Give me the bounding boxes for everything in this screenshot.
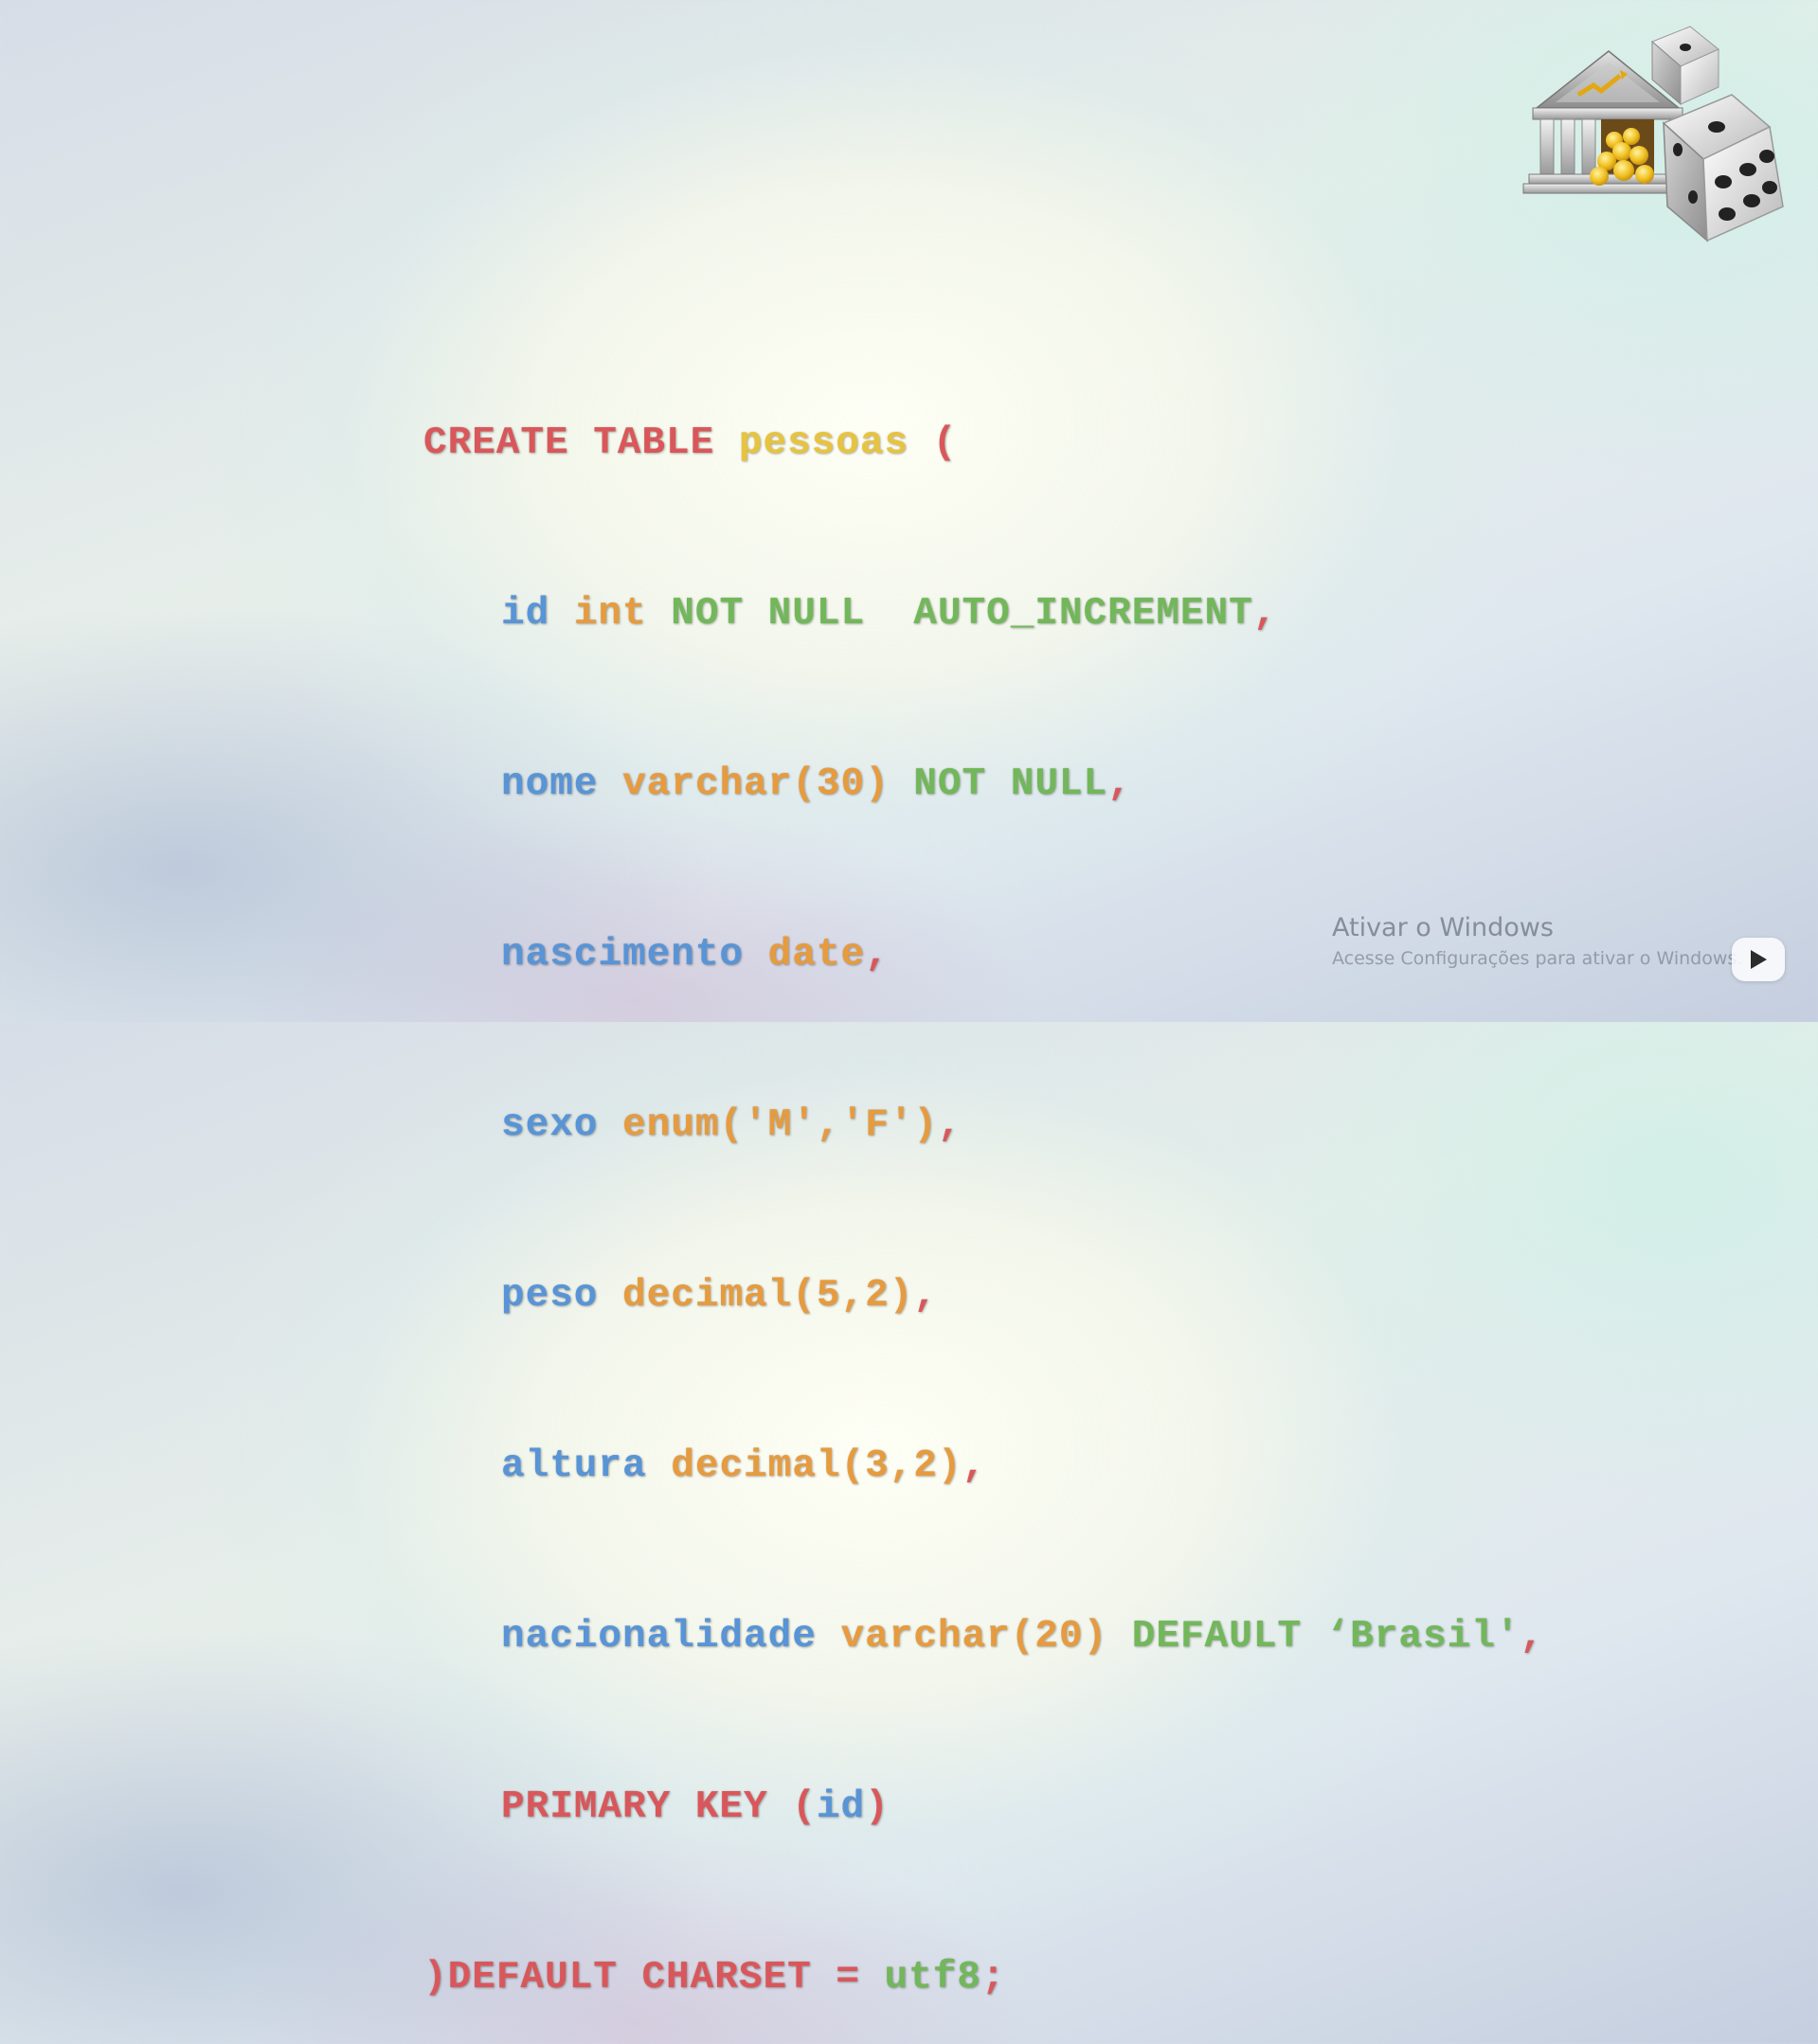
comma: , — [937, 1103, 963, 1147]
small-die-icon — [1651, 26, 1719, 106]
column-type: enum('M','F') — [622, 1103, 938, 1147]
column-name: id — [816, 1785, 866, 1829]
comma: , — [1520, 1615, 1545, 1659]
column-name: sexo — [501, 1103, 599, 1147]
column-type: varchar(30) — [622, 762, 890, 806]
activation-subtitle: Acesse Configurações para ativar o Windo… — [1332, 948, 1743, 969]
open-paren: ( — [932, 421, 958, 465]
column-name: nome — [501, 762, 599, 806]
code-line-charset: )DEFAULT CHARSET = utf8; — [423, 1949, 1544, 2006]
semicolon: ; — [981, 1956, 1006, 1999]
column-type: int — [573, 592, 647, 636]
column-type: date — [767, 933, 866, 977]
code-line-altura: altura decimal(3,2), — [423, 1438, 1544, 1495]
code-line-sexo: sexo enum('M','F'), — [423, 1097, 1544, 1154]
sql-keyword: PRIMARY KEY — [501, 1785, 768, 1829]
play-icon — [1751, 950, 1767, 969]
code-line-id: id int NOT NULL AUTO_INCREMENT, — [423, 585, 1544, 642]
activation-title: Ativar o Windows — [1332, 913, 1554, 942]
charset-value: utf8 — [884, 1956, 981, 1999]
column-type: varchar(20) — [840, 1615, 1108, 1659]
comma: , — [1252, 592, 1278, 636]
close-paren: ) — [423, 1956, 448, 1999]
column-type: decimal(3,2) — [671, 1444, 963, 1488]
comma: , — [962, 1444, 987, 1488]
close-paren: ) — [865, 1785, 890, 1829]
code-line-nome: nome varchar(30) NOT NULL, — [423, 756, 1544, 813]
column-name: nacionalidade — [501, 1615, 817, 1659]
column-name: nascimento — [501, 933, 745, 977]
comma: , — [913, 1274, 938, 1318]
sql-keyword: DEFAULT CHARSET = — [447, 1956, 860, 1999]
column-type: decimal(5,2) — [622, 1274, 914, 1318]
sql-keyword: CREATE TABLE — [423, 421, 715, 465]
code-line-create-table: CREATE TABLE pessoas ( — [423, 415, 1544, 472]
play-button[interactable] — [1732, 938, 1785, 981]
code-line-nascimento: nascimento date, — [423, 926, 1544, 983]
open-paren: ( — [792, 1785, 817, 1829]
comma: , — [865, 933, 890, 977]
table-name: pessoas — [738, 421, 909, 465]
sql-code-block: CREATE TABLE pessoas ( id int NOT NULL A… — [423, 301, 1544, 2044]
windows-activation-watermark: Ativar o Windows Acesse Configurações pa… — [1332, 911, 1742, 972]
code-line-primary-key: PRIMARY KEY (id) — [423, 1779, 1544, 1836]
column-name: peso — [501, 1274, 599, 1318]
column-name: id — [501, 592, 550, 636]
column-constraint: NOT NULL — [913, 762, 1108, 806]
column-default: DEFAULT ‘Brasil' — [1131, 1615, 1521, 1659]
bank-building-icon — [1522, 50, 1695, 194]
column-name: altura — [501, 1444, 647, 1488]
code-line-nacionalidade: nacionalidade varchar(20) DEFAULT ‘Brasi… — [423, 1608, 1544, 1665]
code-line-peso: peso decimal(5,2), — [423, 1267, 1544, 1324]
bank-with-dice-logo-icon — [1521, 21, 1798, 248]
column-constraint: NOT NULL AUTO_INCREMENT — [671, 592, 1253, 636]
comma: , — [1107, 762, 1132, 806]
large-die-icon — [1662, 94, 1784, 242]
